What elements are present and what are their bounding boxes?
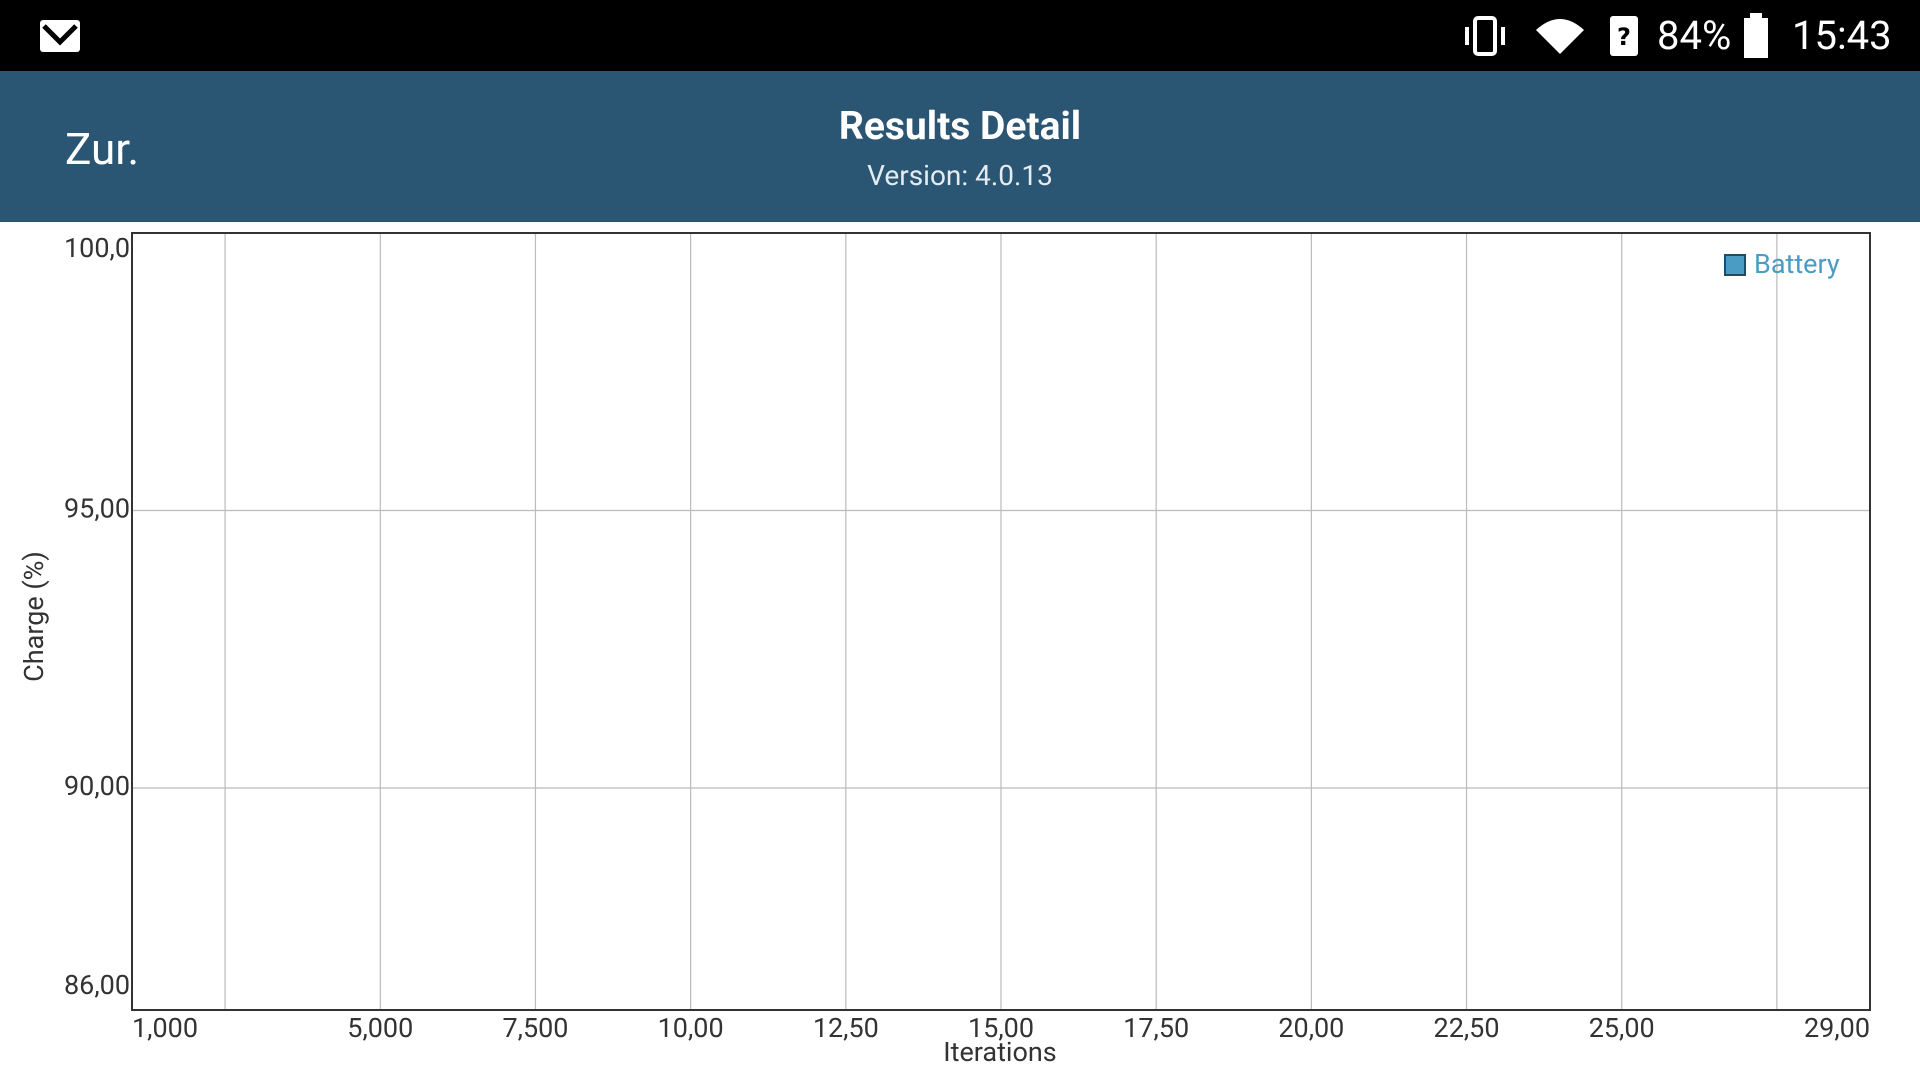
svg-text:?: ? [1617, 23, 1631, 51]
y-tick-label: 100,0 [64, 232, 130, 264]
legend-swatch [1724, 254, 1746, 276]
x-tick-label: 20,00 [1278, 1012, 1344, 1044]
mail-icon [40, 20, 80, 52]
subtitle: Version: 4.0.13 [867, 159, 1053, 192]
app-bar: Zur. Results Detail Version: 4.0.13 [0, 71, 1920, 222]
plot-frame [131, 232, 1871, 1011]
x-tick-label: 12,50 [813, 1012, 879, 1044]
x-tick-label: 22,50 [1434, 1012, 1500, 1044]
x-tick-label: 1,000 [132, 1012, 198, 1044]
battery-icon [1744, 18, 1768, 58]
chart: 1,000 5,000 7,500 10,00 12,50 15,00 17,50 20,00… [18, 232, 1871, 1068]
x-tick-label: 7,500 [502, 1012, 568, 1044]
x-tick-label: 29,00 [1804, 1012, 1870, 1044]
x-tick-label: 5,000 [347, 1012, 413, 1044]
x-tick-label: 15,00 [968, 1012, 1034, 1044]
y-tick-label: 86,00 [64, 969, 130, 1001]
x-axis-label: Iterations [943, 1036, 1056, 1068]
y-tick-label: 90,00 [64, 770, 130, 802]
sim-icon [1610, 16, 1638, 56]
legend-label: Battery [1754, 248, 1840, 280]
back-button[interactable]: Zur. [65, 123, 140, 175]
y-tick-label: 95,00 [64, 493, 130, 525]
battery-level: 84% [1657, 12, 1732, 59]
clock: 15:43 [1792, 12, 1892, 59]
y-axis-label: Charge (%) [18, 551, 50, 682]
x-tick-label: 17,50 [1123, 1012, 1189, 1044]
status-bar: ? 84% 15:43 [0, 0, 1920, 71]
wifi-icon [1536, 19, 1584, 54]
x-tick-label: 10,00 [658, 1012, 724, 1044]
status-icons: ? [40, 13, 1768, 58]
title: Results Detail [838, 103, 1082, 149]
vibrate-icon [1473, 16, 1497, 56]
x-tick-label: 25,00 [1589, 1012, 1655, 1044]
